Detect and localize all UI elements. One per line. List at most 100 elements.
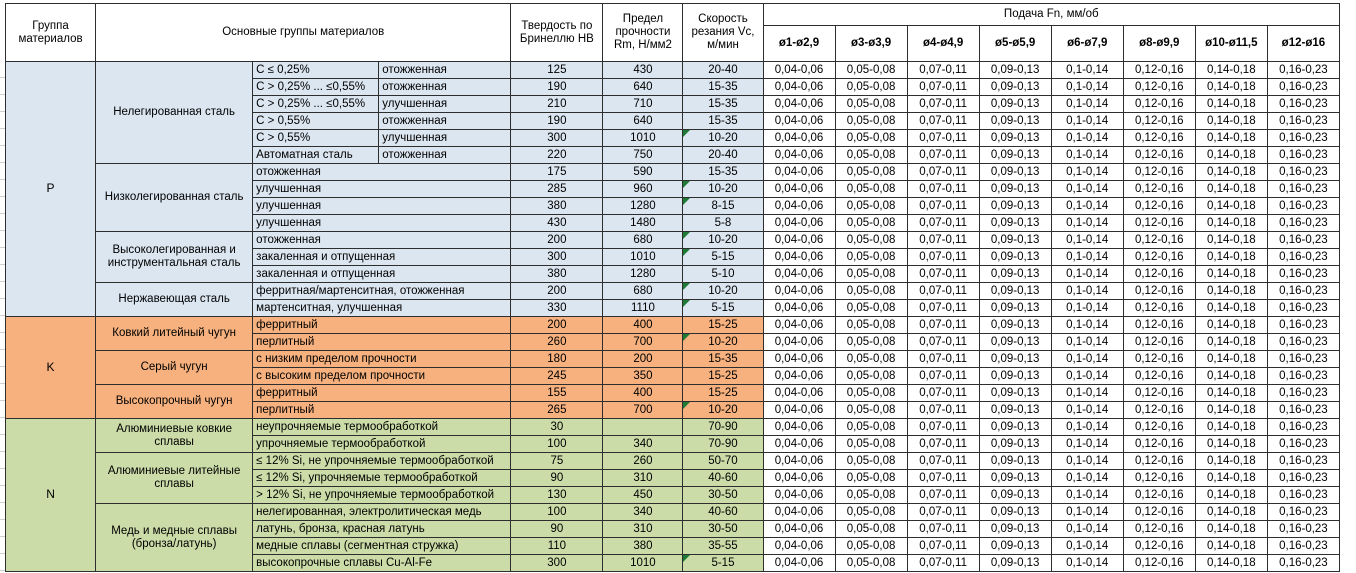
material-desc-cell[interactable]: высокопрочные сплавы Cu-Al-Fe [252,554,512,572]
group-code-cell[interactable]: P [4,61,97,317]
feed-cell[interactable]: 0,16-0,23 [1266,367,1341,385]
feed-cell[interactable]: 0,04-0,06 [762,503,836,521]
feed-cell[interactable]: 0,14-0,18 [1194,95,1268,113]
speed-cell[interactable]: 30-50 [682,486,764,504]
material-desc-cell[interactable]: закаленная и отпущенная [252,248,512,266]
feed-cell[interactable]: 0,07-0,11 [906,316,980,334]
feed-cell[interactable]: 0,16-0,23 [1266,469,1341,487]
feed-cell[interactable]: 0,05-0,08 [834,520,908,538]
material-desc-cell[interactable]: ≤ 12% Si, не упрочняемые термообработкой [252,452,512,470]
feed-cell[interactable]: 0,07-0,11 [906,214,980,232]
feed-cell[interactable]: 0,07-0,11 [906,486,980,504]
feed-cell[interactable]: 0,1-0,14 [1050,197,1124,215]
feed-cell[interactable]: 0,07-0,11 [906,384,980,402]
feed-cell[interactable]: 0,12-0,16 [1122,197,1196,215]
speed-cell[interactable]: 15-35 [682,350,764,368]
feed-cell[interactable]: 0,16-0,23 [1266,435,1341,453]
header-strength[interactable]: Предел прочности Rm, Н/мм2 [602,3,684,62]
material-desc-cell[interactable]: нелегированная, электролитическая медь [252,503,512,521]
hardness-cell[interactable]: 430 [510,214,604,232]
feed-cell[interactable]: 0,12-0,16 [1122,435,1196,453]
feed-cell[interactable]: 0,12-0,16 [1122,401,1196,419]
feed-cell[interactable]: 0,12-0,16 [1122,95,1196,113]
subgroup-name-cell[interactable]: Низколегированная сталь [95,163,254,232]
feed-cell[interactable]: 0,04-0,06 [762,452,836,470]
feed-cell[interactable]: 0,05-0,08 [834,554,908,572]
feed-cell[interactable]: 0,05-0,08 [834,503,908,521]
feed-cell[interactable]: 0,12-0,16 [1122,282,1196,300]
feed-cell[interactable]: 0,16-0,23 [1266,163,1341,181]
feed-cell[interactable]: 0,14-0,18 [1194,486,1268,504]
material-desc-cell[interactable]: улучшенная [252,214,512,232]
strength-cell[interactable]: 430 [602,61,684,79]
feed-cell[interactable]: 0,04-0,06 [762,418,836,436]
subgroup-name-cell[interactable]: Алюминиевые ковкие сплавы [95,418,254,453]
speed-cell[interactable]: 35-55 [682,537,764,555]
feed-cell[interactable]: 0,14-0,18 [1194,129,1268,147]
feed-cell[interactable]: 0,05-0,08 [834,282,908,300]
feed-cell[interactable]: 0,09-0,13 [978,146,1052,164]
speed-cell[interactable]: 8-15 [682,197,764,215]
speed-cell[interactable]: 50-70 [682,452,764,470]
speed-cell[interactable]: 5-10 [682,265,764,283]
feed-cell[interactable]: 0,1-0,14 [1050,265,1124,283]
speed-cell[interactable]: 70-90 [682,418,764,436]
speed-cell[interactable]: 10-20 [682,180,764,198]
feed-cell[interactable]: 0,09-0,13 [978,78,1052,96]
material-state-cell[interactable]: отожженная [378,78,512,96]
feed-cell[interactable]: 0,14-0,18 [1194,469,1268,487]
speed-cell[interactable]: 10-20 [682,333,764,351]
strength-cell[interactable]: 960 [602,180,684,198]
strength-cell[interactable]: 380 [602,537,684,555]
strength-cell[interactable]: 1010 [602,248,684,266]
feed-cell[interactable]: 0,07-0,11 [906,78,980,96]
hardness-cell[interactable]: 285 [510,180,604,198]
feed-cell[interactable]: 0,07-0,11 [906,333,980,351]
feed-cell[interactable]: 0,05-0,08 [834,78,908,96]
speed-cell[interactable]: 10-20 [682,401,764,419]
material-desc-cell[interactable]: улучшенная [252,180,512,198]
feed-cell[interactable]: 0,14-0,18 [1194,367,1268,385]
feed-cell[interactable]: 0,16-0,23 [1266,401,1341,419]
feed-cell[interactable]: 0,09-0,13 [978,367,1052,385]
feed-cell[interactable]: 0,16-0,23 [1266,520,1341,538]
speed-cell[interactable]: 15-35 [682,78,764,96]
speed-cell[interactable]: 40-60 [682,469,764,487]
feed-cell[interactable]: 0,16-0,23 [1266,503,1341,521]
material-condition-cell[interactable]: Автоматная сталь [252,146,380,164]
feed-cell[interactable]: 0,1-0,14 [1050,95,1124,113]
feed-cell[interactable]: 0,05-0,08 [834,367,908,385]
material-state-cell[interactable]: улучшенная [378,129,512,147]
feed-cell[interactable]: 0,1-0,14 [1050,282,1124,300]
feed-cell[interactable]: 0,04-0,06 [762,469,836,487]
strength-cell[interactable]: 310 [602,469,684,487]
material-condition-cell[interactable]: C > 0,55% [252,129,380,147]
feed-cell[interactable]: 0,14-0,18 [1194,401,1268,419]
strength-cell[interactable]: 340 [602,435,684,453]
hardness-cell[interactable]: 260 [510,333,604,351]
speed-cell[interactable]: 10-20 [682,231,764,249]
feed-cell[interactable]: 0,14-0,18 [1194,61,1268,79]
speed-cell[interactable]: 10-20 [682,282,764,300]
feed-cell[interactable]: 0,04-0,06 [762,95,836,113]
feed-cell[interactable]: 0,09-0,13 [978,214,1052,232]
feed-cell[interactable]: 0,16-0,23 [1266,61,1341,79]
strength-cell[interactable]: 640 [602,112,684,130]
feed-cell[interactable]: 0,09-0,13 [978,299,1052,317]
feed-cell[interactable]: 0,05-0,08 [834,231,908,249]
group-code-cell[interactable]: N [4,418,97,572]
feed-cell[interactable]: 0,16-0,23 [1266,384,1341,402]
material-condition-cell[interactable]: C > 0,25% ... ≤0,55% [252,95,380,113]
feed-cell[interactable]: 0,07-0,11 [906,265,980,283]
feed-cell[interactable]: 0,16-0,23 [1266,554,1341,572]
feed-cell[interactable]: 0,16-0,23 [1266,180,1341,198]
speed-cell[interactable]: 5-15 [682,248,764,266]
feed-cell[interactable]: 0,04-0,06 [762,401,836,419]
header-feed-title[interactable]: Подача Fn, мм/об [762,3,1340,26]
feed-cell[interactable]: 0,12-0,16 [1122,350,1196,368]
hardness-cell[interactable]: 175 [510,163,604,181]
feed-cell[interactable]: 0,12-0,16 [1122,316,1196,334]
feed-cell[interactable]: 0,05-0,08 [834,350,908,368]
feed-cell[interactable]: 0,16-0,23 [1266,418,1341,436]
feed-cell[interactable]: 0,09-0,13 [978,418,1052,436]
